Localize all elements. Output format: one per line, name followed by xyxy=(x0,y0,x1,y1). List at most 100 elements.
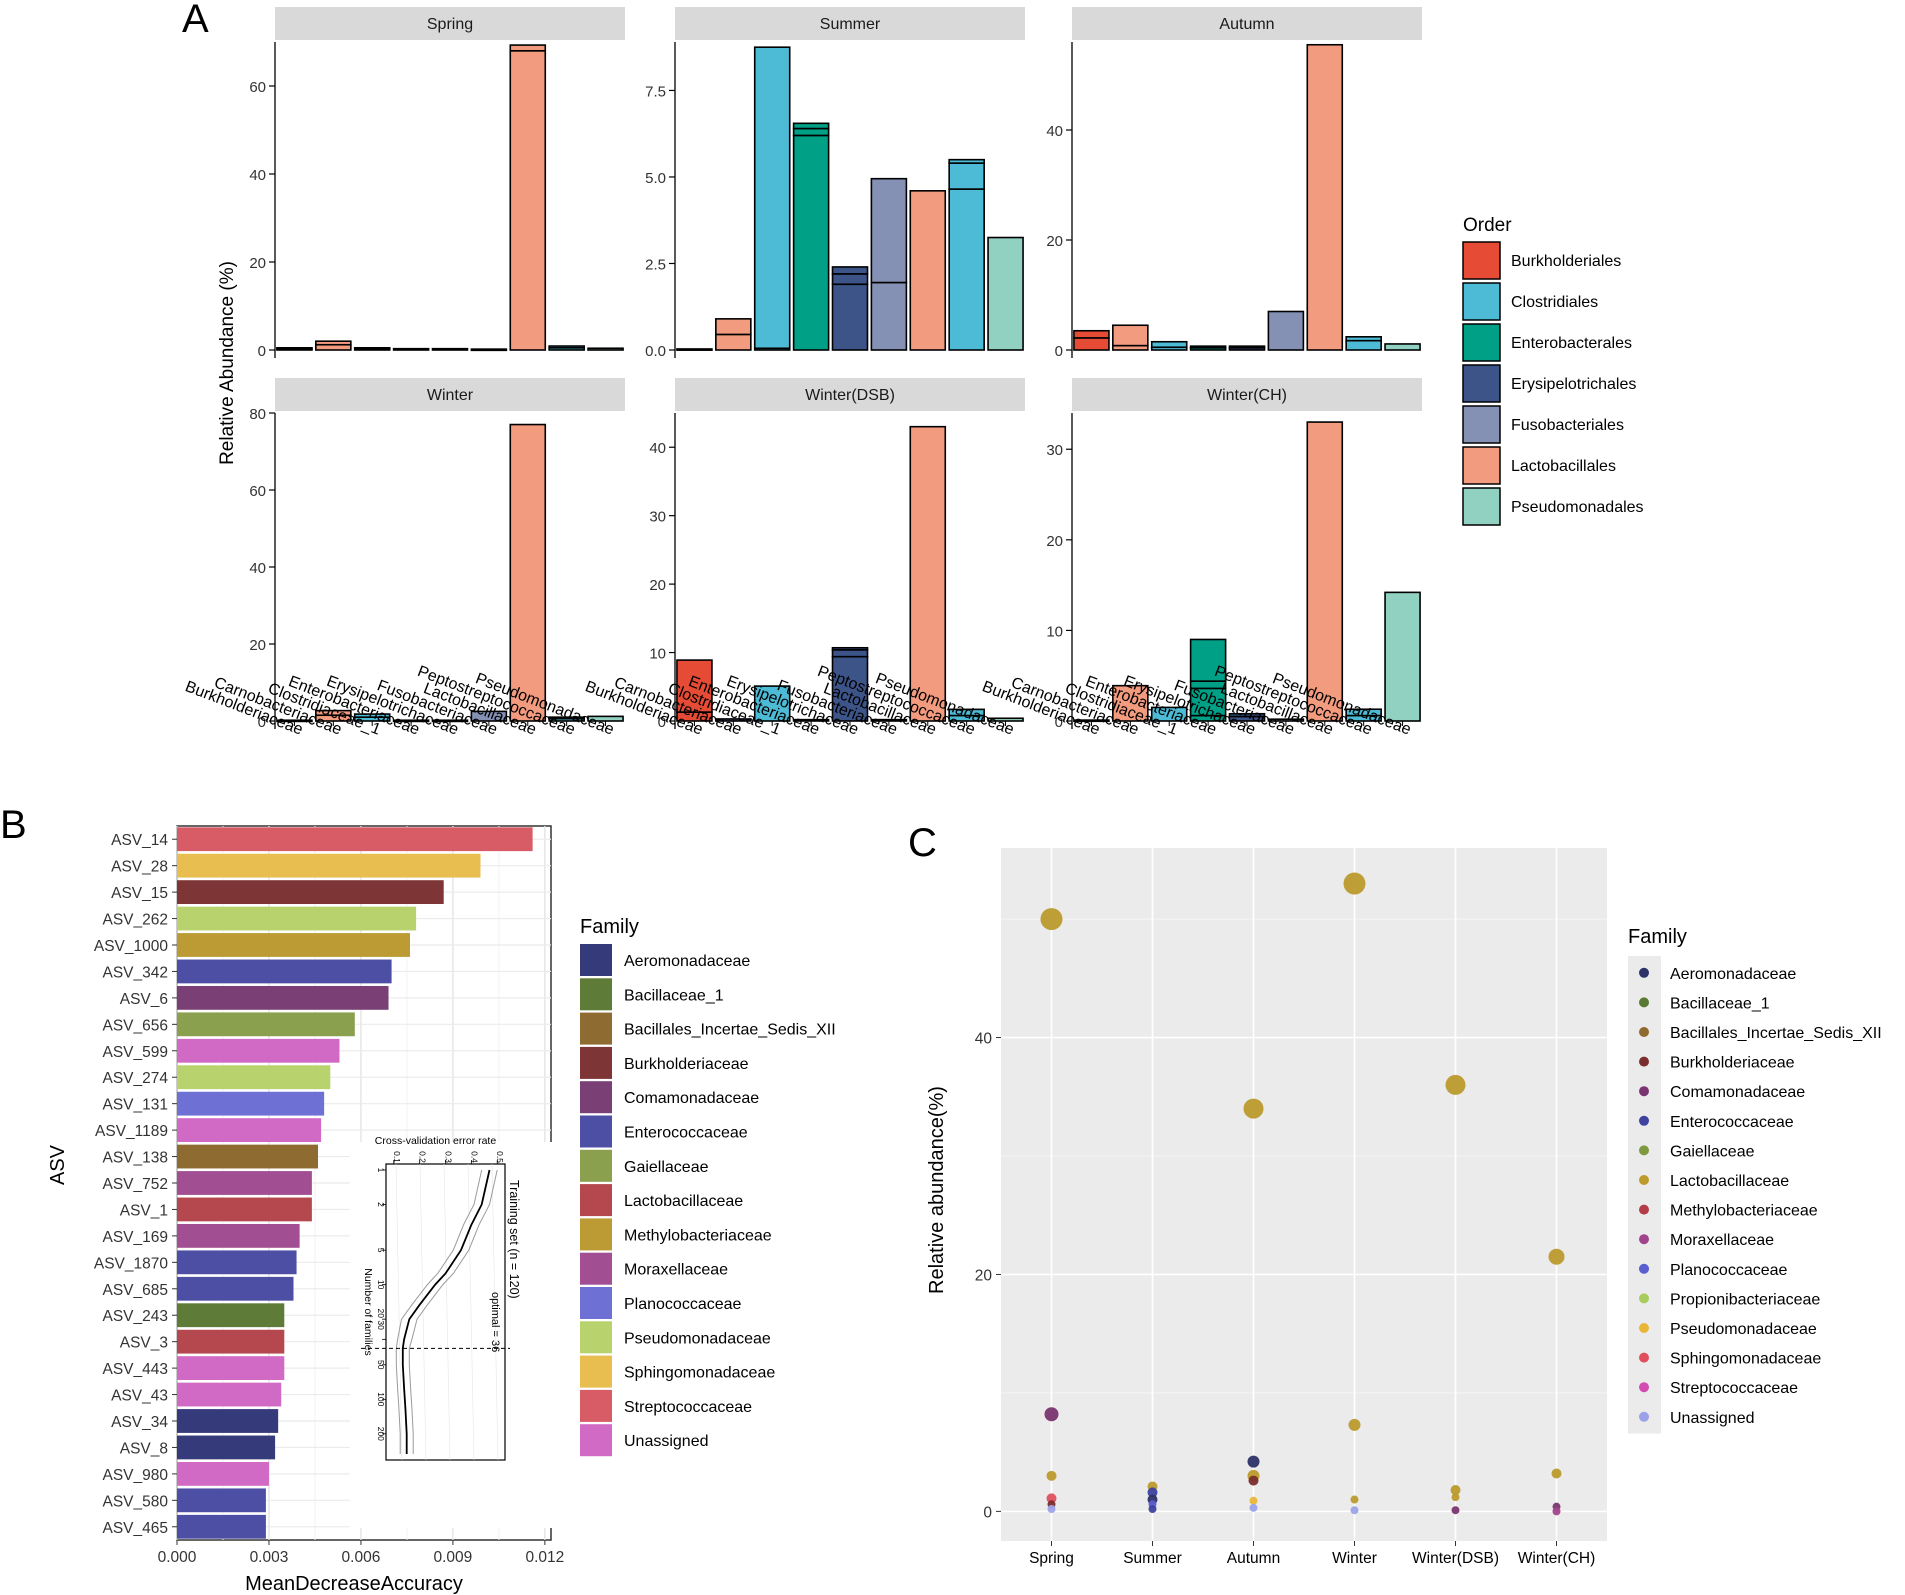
legend-label: Sphingomonadaceae xyxy=(1670,1351,1821,1368)
legend-key-comamonadaceae xyxy=(1639,1086,1649,1097)
y-tick-label: ASV_14 xyxy=(111,832,168,849)
y-tick-label: ASV_1870 xyxy=(94,1255,168,1272)
bar-segment-erysipelotrichaceae xyxy=(1228,345,1266,349)
y-tick-label: 5.0 xyxy=(645,170,666,187)
y-tick-label: ASV_6 xyxy=(120,991,168,1008)
y-tick-label: 20 xyxy=(1046,533,1063,550)
y-tick-label: 20 xyxy=(249,637,266,654)
y-tick-label: ASV_599 xyxy=(103,1044,169,1061)
point-lactobacillaceae xyxy=(1451,1493,1460,1502)
x-tick-label: Winter(DSB) xyxy=(1412,1550,1499,1567)
legend-label: Moraxellaceae xyxy=(624,1262,728,1279)
legend-key-burkholderiaceae xyxy=(1639,1056,1649,1067)
legend-label: Gaiellaceae xyxy=(624,1159,709,1176)
bar-segment-erysipelotrichaceae xyxy=(831,273,869,286)
legend-key-lactobacillaceae xyxy=(1639,1175,1649,1185)
inset-fold-line xyxy=(419,1163,427,1461)
inset-left-tick-label: 200 xyxy=(376,1427,386,1441)
bar-segment-fusobacteriaceae xyxy=(870,281,908,351)
bar-segment-erysipelotrichaceae xyxy=(831,266,869,275)
bar-asv-262 xyxy=(177,906,417,931)
x-axis-title: MeanDecreaseAccuracy xyxy=(245,1573,463,1595)
inset-top-tick-label: 0.4 xyxy=(469,1151,479,1163)
legend-swatch-enterococcaceae xyxy=(580,1115,612,1148)
point-pseudomonadaceae xyxy=(1249,1496,1258,1505)
y-tick-label: 0 xyxy=(258,343,266,360)
bar-segment-enterobacteriaceae xyxy=(792,122,830,130)
y-tick-label: ASV_8 xyxy=(120,1440,168,1457)
legend-label: Comamonadaceae xyxy=(624,1090,759,1107)
y-tick-label: ASV_1 xyxy=(120,1202,168,1219)
inset-fold-line xyxy=(491,1163,499,1461)
inset-x-label: Number of families xyxy=(362,1268,374,1356)
bar-segment-enterobacteriaceae xyxy=(792,127,830,137)
x-tick-label: Winter(CH) xyxy=(1518,1550,1596,1567)
x-tick-label: 0.006 xyxy=(342,1549,381,1566)
y-tick-label: 30 xyxy=(1046,442,1063,459)
facet-title: Winter xyxy=(427,387,474,404)
legend-label: Gaiellaceae xyxy=(1670,1143,1755,1160)
legend-swatch-enterobacterales xyxy=(1462,323,1501,362)
point-lactobacillaceae xyxy=(1450,1485,1461,1496)
bar-segment-erysipelotrichaceae xyxy=(1228,712,1266,718)
inset-upper-line xyxy=(408,1169,498,1454)
point-burkholderiaceae xyxy=(1248,1475,1259,1486)
facet-summer: Summer 0.0 2.5 5.0 7.5 xyxy=(645,7,1025,360)
inset-left-tick-label: 10 xyxy=(376,1280,386,1290)
y-tick-label: ASV_980 xyxy=(103,1467,169,1484)
y-tick-label: ASV_443 xyxy=(103,1361,169,1378)
inset-left-tick-label: 1 xyxy=(376,1168,386,1173)
bar-segment-erysipelotrichaceae xyxy=(831,646,869,651)
bar-segment-lactobacillaceae xyxy=(509,423,547,722)
facet-winter-ch: Winter(CH)0102030BurkholderiaceaeCarnoba… xyxy=(980,378,1422,739)
point-lactobacillaceae xyxy=(1243,1098,1264,1119)
bar-segment-erysipelotrichaceae xyxy=(831,649,869,658)
legend-key-planococcaceae xyxy=(1639,1263,1649,1274)
point-comamonadaceae xyxy=(1044,1407,1059,1422)
y-tick-label: 10 xyxy=(649,646,666,663)
legend-label: Burkholderiaceae xyxy=(624,1056,749,1073)
legend-key-bacillaceae-1 xyxy=(1639,997,1649,1008)
legend-key-gaiellaceae xyxy=(1639,1145,1649,1156)
y-axis-title: Relative abundance(%) xyxy=(926,1086,948,1294)
facet-title: Summer xyxy=(820,16,881,33)
bar-segment-pseudomonadaceae xyxy=(1384,343,1421,351)
legend-key-streptococcaceae xyxy=(1639,1382,1649,1393)
legend-label: Lactobacillales xyxy=(1511,458,1616,475)
point-lactobacillaceae xyxy=(1040,908,1063,931)
legend-swatch-gaiellaceae xyxy=(580,1149,612,1182)
bar-asv-656 xyxy=(177,1012,355,1037)
inset-left-tick-label: 5 xyxy=(376,1248,386,1253)
panel-label-a: A xyxy=(182,0,209,41)
bar-segment-carnobacteriaceae xyxy=(315,709,352,717)
bar-segment-burkholderiaceae xyxy=(1073,329,1110,339)
panel-c-abundance-scatter-chart: 0 20 40 Spring Summer Autumn Winter Winter(DSB)… xyxy=(926,848,1882,1567)
y-tick-label: 20 xyxy=(249,255,266,272)
inset-top-tick-label: 0.5 xyxy=(495,1151,505,1163)
bar-asv-243 xyxy=(177,1303,285,1328)
legend-label: Planococcaceae xyxy=(624,1296,742,1313)
bar-segment-peptostreptococcaceae xyxy=(1345,708,1382,717)
legend-title: Family xyxy=(580,916,639,938)
y-tick-label: 40 xyxy=(249,560,266,577)
y-tick-label: ASV_342 xyxy=(103,964,169,981)
legend-swatch-planococcaceae xyxy=(580,1287,612,1319)
legend-label: Planococcaceae xyxy=(1670,1262,1788,1279)
legend-label: Pseudomonadaceae xyxy=(624,1330,771,1347)
legend-label: Methylobacteriaceae xyxy=(624,1227,772,1244)
bar-segment-peptostreptococcaceae xyxy=(948,708,985,717)
y-tick-label: 0 xyxy=(1055,343,1063,360)
y-tick-label: 0 xyxy=(658,714,666,731)
bar-segment-pseudomonadaceae xyxy=(987,236,1024,351)
inset-left-tick-label: 100 xyxy=(376,1392,386,1406)
bar-segment-lactobacillaceae xyxy=(909,190,947,351)
facet-spring: Spring 0 20 40 60 xyxy=(249,7,625,360)
legend-label: Moraxellaceae xyxy=(1670,1232,1774,1249)
inset-top-tick-label: 0.1 xyxy=(392,1151,402,1163)
legend-label: Sphingomonadaceae xyxy=(624,1365,775,1382)
bar-segment-clostridiaceae-1 xyxy=(1150,340,1188,349)
bar-segment-lactobacillaceae xyxy=(509,49,547,351)
y-tick-label: ASV_169 xyxy=(103,1229,169,1246)
facet-winter-dsb: Winter(DSB)010203040BurkholderiaceaeCarn… xyxy=(583,378,1025,739)
bar-asv-443 xyxy=(177,1356,285,1381)
